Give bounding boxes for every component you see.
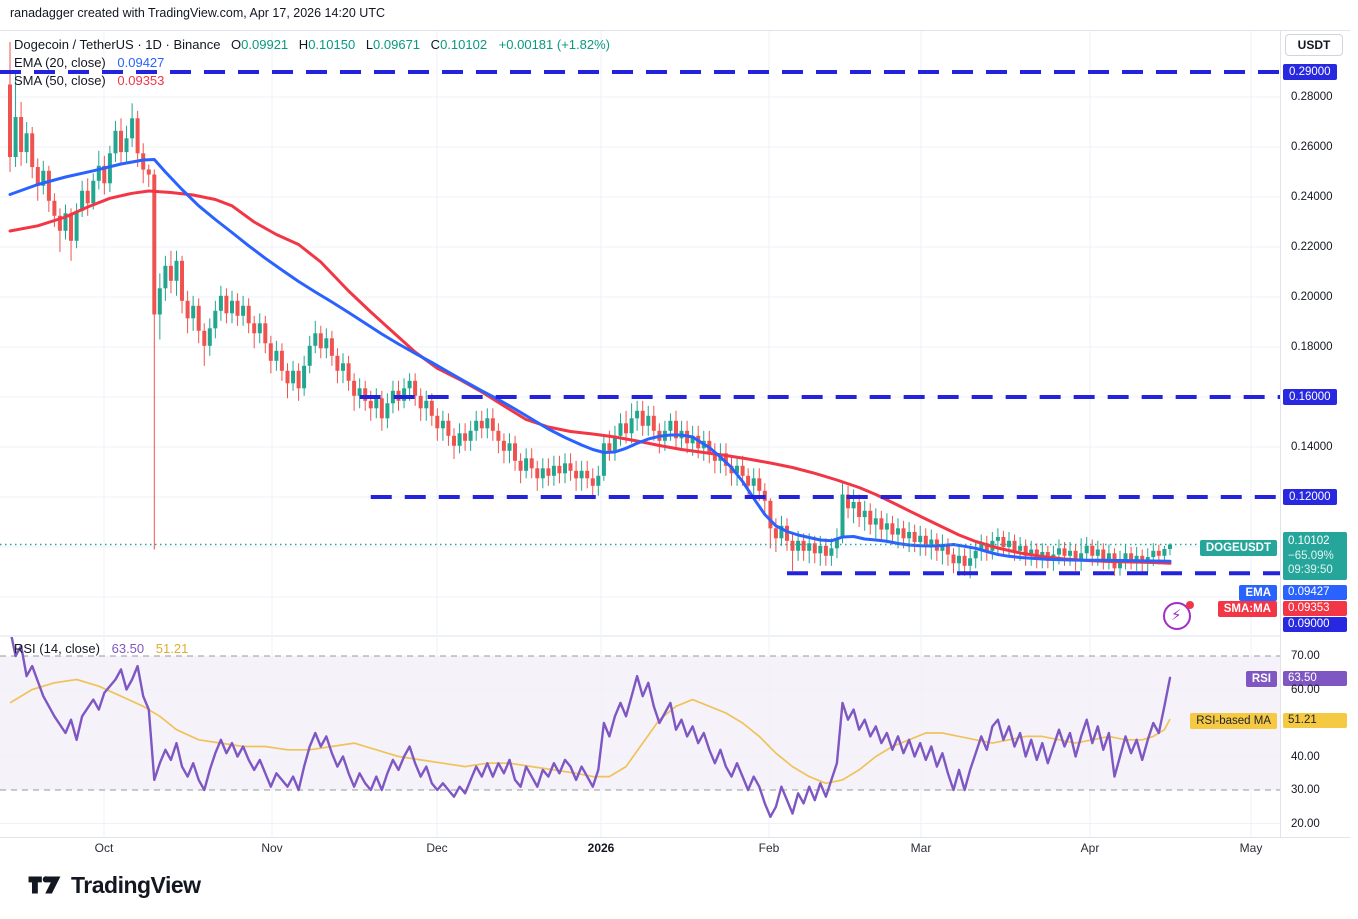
rsi-ma-tag: RSI-based MA	[1190, 713, 1277, 729]
brand-text: TradingView	[71, 872, 201, 898]
rsi-tag: RSI	[1245, 671, 1277, 687]
support-axis-value: 0.09000	[1283, 617, 1347, 632]
level-tick-0.12000: 0.12000	[1283, 489, 1337, 505]
rsi-tick-30.00: 30.00	[1291, 784, 1320, 796]
level-tick-0.16000: 0.16000	[1283, 389, 1337, 405]
price-tick-0.20000: 0.20000	[1291, 291, 1333, 303]
ema-tag: EMA	[1239, 585, 1277, 601]
time-axis-label-Apr: Apr	[1080, 841, 1100, 855]
time-axis-label-May: May	[1239, 841, 1263, 855]
time-axis-label-Dec: Dec	[426, 841, 448, 855]
open-value: 0.09921	[241, 37, 289, 52]
price-tick-0.14000: 0.14000	[1291, 441, 1333, 453]
price-axis[interactable]: USDT 0.10102 −65.09% 09:39:50 0.09427 0.…	[1280, 31, 1350, 860]
high-letter: H	[298, 37, 309, 52]
boost-icon[interactable]: ⚡	[1163, 601, 1194, 632]
price-tick-0.28000: 0.28000	[1291, 91, 1333, 103]
close-letter: C	[430, 37, 441, 52]
level-tick-0.29000: 0.29000	[1283, 64, 1337, 80]
last-price: 0.10102	[1288, 535, 1330, 547]
rsi-axis-value: 63.50	[1283, 671, 1347, 686]
symbol-price-tag: DOGEUSDT	[1199, 540, 1277, 556]
rsi-value: 63.50	[111, 641, 145, 656]
time-axis-label-Oct: Oct	[94, 841, 114, 855]
rsi-ma-axis-value: 51.21	[1283, 713, 1347, 728]
pane-separator[interactable]	[0, 635, 1280, 637]
close-value: 0.10102	[440, 37, 488, 52]
time-axis-label-Feb: Feb	[758, 841, 780, 855]
tradingview-glyph-icon	[28, 876, 61, 894]
sma-tag: SMA:MA	[1217, 601, 1277, 617]
last-price-axis-label: 0.10102 −65.09% 09:39:50	[1283, 532, 1347, 580]
rsi-pane-canvas[interactable]	[0, 637, 1280, 837]
countdown-timer: 09:39:50	[1288, 564, 1333, 576]
chart-area[interactable]: Dogecoin / TetherUS · 1D · Binance O0.09…	[0, 30, 1350, 860]
symbol-title: Dogecoin / TetherUS · 1D · Binance	[14, 37, 221, 52]
price-tick-0.24000: 0.24000	[1291, 191, 1333, 203]
ema-value: 0.09427	[117, 55, 165, 70]
ema-axis-value: 0.09427	[1283, 585, 1347, 600]
rsi-tick-20.00: 20.00	[1291, 817, 1320, 830]
price-tick-0.18000: 0.18000	[1291, 341, 1333, 353]
change-value: +0.00181 (+1.82%)	[498, 37, 610, 52]
high-value: 0.10150	[308, 37, 356, 52]
price-tick-0.26000: 0.26000	[1291, 141, 1333, 153]
rsi-tick-60.00: 60.00	[1291, 683, 1320, 696]
lightning-icon: ⚡	[1171, 607, 1182, 624]
rsi-ma-value: 51.21	[155, 641, 189, 656]
notification-dot	[1186, 601, 1194, 609]
time-axis[interactable]: Oct Nov Dec 2026 Feb Mar Apr May	[0, 837, 1350, 860]
tradingview-logo[interactable]: TradingView	[28, 872, 201, 899]
sma-label: SMA (50, close)	[14, 73, 106, 88]
ema-legend-row[interactable]: EMA (20, close) 0.09427	[14, 54, 610, 71]
attribution-text: ranadagger created with TradingView.com,…	[10, 6, 385, 20]
low-value: 0.09671	[373, 37, 421, 52]
rsi-tick-70.00: 70.00	[1291, 650, 1320, 662]
time-axis-label-2026: 2026	[587, 841, 615, 855]
last-change-pct: −65.09%	[1288, 549, 1334, 562]
rsi-tick-40.00: 40.00	[1291, 750, 1320, 763]
currency-toggle-button[interactable]: USDT	[1285, 34, 1343, 56]
low-letter: L	[365, 37, 374, 52]
time-axis-label-Nov: Nov	[261, 841, 283, 855]
time-axis-label-Mar: Mar	[910, 841, 932, 855]
sma-value: 0.09353	[117, 73, 165, 88]
symbol-legend-row[interactable]: Dogecoin / TetherUS · 1D · Binance O0.09…	[14, 36, 610, 53]
open-letter: O	[231, 37, 242, 52]
chart-legend: Dogecoin / TetherUS · 1D · Binance O0.09…	[14, 36, 610, 90]
sma-axis-value: 0.09353	[1283, 601, 1347, 616]
price-pane-canvas[interactable]	[0, 31, 1280, 635]
rsi-label: RSI (14, close)	[14, 641, 100, 656]
ema-label: EMA (20, close)	[14, 55, 106, 70]
boost-circle	[1163, 602, 1191, 630]
price-tick-0.22000: 0.22000	[1291, 241, 1333, 253]
rsi-legend-row[interactable]: RSI (14, close) 63.50 51.21	[14, 641, 188, 656]
sma-legend-row[interactable]: SMA (50, close) 0.09353	[14, 72, 610, 89]
